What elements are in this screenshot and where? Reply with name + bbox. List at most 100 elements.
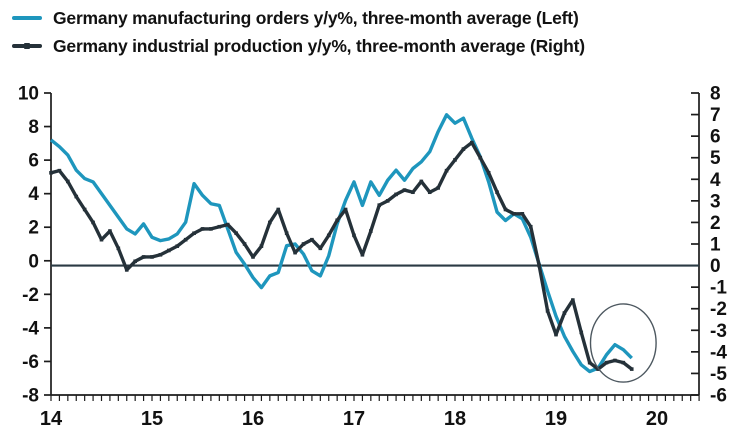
right-axis-tick-label: -2 [710, 299, 727, 320]
data-point-marker [225, 222, 230, 227]
right-axis-tick-label: 7 [710, 105, 721, 126]
right-axis-tick-label: -3 [710, 321, 727, 342]
left-axis-tick-label: -4 [22, 318, 39, 339]
data-point-marker [57, 168, 62, 173]
right-axis-tick-label: -6 [710, 386, 727, 407]
data-point-marker [352, 233, 356, 238]
right-axis-tick-label: -5 [710, 364, 727, 385]
data-point-marker [343, 207, 348, 212]
left-axis-tick-label: -8 [22, 386, 39, 407]
data-point-marker [259, 244, 264, 248]
data-point-marker [284, 231, 289, 236]
data-point-marker [453, 158, 457, 162]
data-point-marker [217, 224, 222, 229]
data-point-marker [150, 255, 154, 259]
data-point-marker [419, 179, 424, 184]
chart-legend: Germany manufacturing orders y/y%, three… [12, 4, 585, 60]
x-axis-year-label: 17 [343, 408, 365, 430]
data-point-marker [470, 140, 474, 145]
series-manufacturing-orders [49, 113, 633, 374]
data-point-marker [251, 255, 255, 259]
data-point-marker [200, 227, 205, 231]
data-point-marker [571, 298, 575, 302]
legend-item-industrial-production: Germany industrial production y/y%, thre… [12, 32, 585, 60]
data-point-marker [444, 168, 449, 173]
data-point-marker [209, 227, 213, 231]
x-axis-year-label: 19 [545, 408, 567, 430]
dark-line-marker-swatch-icon [12, 32, 42, 60]
data-point-marker [268, 220, 272, 225]
data-point-marker [360, 252, 365, 257]
data-point-marker [478, 155, 483, 160]
trough-highlight-ellipse [589, 303, 657, 383]
data-point-marker [377, 203, 382, 207]
data-point-marker [545, 309, 550, 313]
data-point-marker [234, 231, 238, 236]
data-point-marker [579, 330, 584, 335]
data-point-marker [402, 188, 407, 192]
legend-label: Germany industrial production y/y%, thre… [53, 35, 585, 56]
legend-item-manufacturing-orders: Germany manufacturing orders y/y%, three… [12, 4, 585, 32]
data-point-marker [158, 252, 163, 257]
left-axis-tick-label: 2 [28, 218, 39, 239]
right-axis-tick-label: -4 [710, 342, 727, 363]
teal-line-swatch-icon [12, 4, 42, 32]
data-point-marker [394, 192, 398, 197]
x-axis-year-label: 15 [141, 408, 163, 430]
data-point-marker [293, 250, 297, 255]
left-axis-tick-label: -6 [22, 352, 39, 373]
right-axis-tick-label: 8 [710, 84, 721, 105]
data-point-marker [385, 199, 390, 203]
series-line [50, 140, 633, 371]
data-point-marker [91, 220, 95, 225]
data-point-marker [108, 229, 112, 233]
legend-label: Germany manufacturing orders y/y%, three… [53, 7, 579, 28]
right-axis-tick-label: 4 [710, 170, 721, 191]
data-point-marker [613, 358, 617, 363]
data-point-marker [141, 255, 146, 259]
right-axis-tick-label: 1 [710, 235, 721, 256]
axes [50, 93, 700, 396]
data-point-marker [74, 194, 79, 199]
data-point-marker [82, 207, 87, 212]
data-point-marker [99, 237, 104, 242]
x-axis-year-label: 16 [242, 408, 264, 430]
data-point-marker [486, 171, 491, 175]
data-point-marker [66, 179, 70, 184]
data-point-marker [587, 360, 592, 365]
left-axis-tick-label: 8 [28, 117, 39, 138]
data-point-marker [124, 268, 129, 272]
data-point-marker [562, 311, 567, 315]
data-point-marker [133, 259, 137, 264]
data-point-marker [192, 231, 196, 236]
data-point-marker [167, 248, 171, 253]
x-axis: 14 15 16 17 18 19 20 [40, 395, 700, 430]
data-point-marker [537, 263, 541, 268]
data-point-marker [183, 237, 188, 242]
data-point-marker [427, 190, 432, 195]
data-point-marker [318, 246, 323, 251]
data-point-marker [310, 237, 314, 242]
data-point-marker [512, 212, 516, 216]
left-axis: 10 8 6 4 2 0 -2 -4 -6 -8 [18, 84, 51, 407]
left-axis-tick-label: 10 [18, 84, 39, 105]
data-point-marker [554, 332, 558, 337]
data-point-marker [621, 360, 626, 365]
right-axis-tick-label: 0 [710, 256, 721, 277]
right-axis-tick-label: -1 [710, 278, 727, 299]
data-point-marker [116, 246, 121, 251]
data-point-marker [175, 244, 180, 248]
data-point-marker [495, 190, 499, 195]
right-axis-tick-label: 3 [710, 191, 721, 212]
data-point-marker [503, 207, 508, 212]
data-point-marker [411, 190, 415, 195]
data-point-marker [436, 186, 440, 190]
data-point-marker [301, 242, 306, 246]
data-point-marker [629, 367, 634, 371]
series-industrial-production [49, 140, 634, 371]
left-axis-tick-label: -2 [22, 285, 39, 306]
data-point-marker [242, 242, 247, 246]
